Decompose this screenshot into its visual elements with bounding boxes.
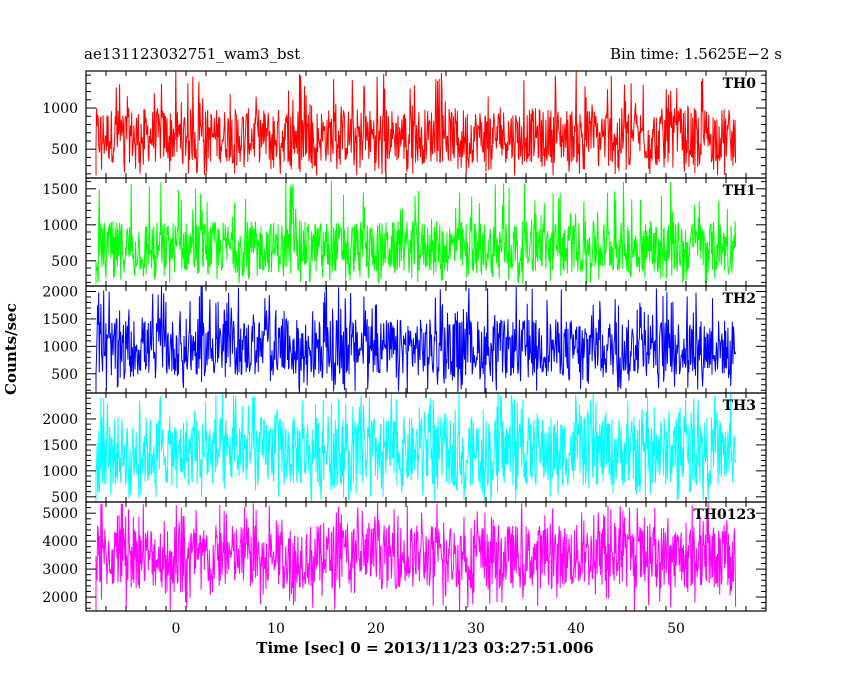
- series-line-th3: [95, 393, 737, 502]
- series-line-th1: [95, 180, 737, 285]
- y-tick-label: 2000: [42, 284, 78, 300]
- y-tick-label: 500: [51, 142, 78, 158]
- panel-th0123: 2000 3000 4000 5000 TH0123: [42, 501, 767, 612]
- panel-label: TH3: [723, 398, 756, 414]
- y-tick-label: 3000: [42, 562, 78, 578]
- x-axis-label: Time [sec] 0 = 2013/11/23 03:27:51.006: [256, 639, 594, 657]
- x-tick-label: 20: [367, 621, 385, 637]
- series-line-th0123: [95, 502, 737, 611]
- y-tick-label: 1500: [42, 312, 78, 328]
- y-tick-label: 1000: [42, 218, 78, 234]
- y-tick-label: 500: [51, 367, 78, 383]
- panel-th0: 500 1000 TH0: [42, 70, 767, 179]
- panel-label: TH0: [723, 76, 757, 92]
- y-tick-label: 1000: [42, 101, 78, 117]
- series-line-th0: [95, 71, 737, 176]
- panel-th1: 500 1000 1500 TH1: [42, 177, 767, 287]
- y-tick-label: 2000: [42, 412, 78, 428]
- y-axis-label: Counts/sec: [2, 303, 20, 395]
- panel-label: TH1: [723, 183, 756, 199]
- x-tick-label: 10: [267, 621, 285, 637]
- y-tick-label: 1000: [42, 464, 78, 480]
- x-tick-label: 30: [467, 621, 485, 637]
- panel-th2: 500 1000 1500 2000 TH2: [42, 284, 767, 394]
- chart-title-right: Bin time: 1.5625E−2 s: [609, 45, 782, 63]
- panel-label: TH2: [723, 291, 756, 307]
- y-tick-label: 2000: [42, 590, 78, 606]
- y-tick-label: 4000: [42, 534, 78, 550]
- x-tick-label: 0: [172, 621, 181, 637]
- y-tick-label: 1500: [42, 438, 78, 454]
- series-line-th2: [95, 286, 737, 393]
- x-tick-label: 40: [567, 621, 585, 637]
- y-tick-label: 5000: [42, 506, 78, 522]
- chart-title-left: ae131123032751_wam3_bst: [84, 45, 301, 63]
- x-tick-label: 50: [667, 621, 685, 637]
- y-tick-label: 500: [51, 254, 78, 270]
- y-tick-label: 1500: [42, 182, 78, 198]
- y-tick-label: 500: [51, 490, 78, 506]
- y-tick-label: 1000: [42, 339, 78, 355]
- panel-th3: 500 1000 1500 2000 TH3: [42, 392, 767, 506]
- panel-label: TH0123: [693, 507, 756, 523]
